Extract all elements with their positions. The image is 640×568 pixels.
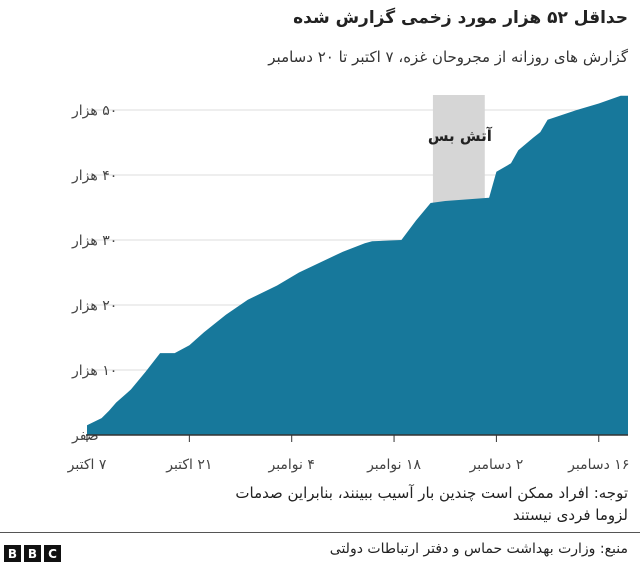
x-tick-label: ۲۱ اکتبر — [165, 457, 212, 473]
x-tick-label: ۱۶ دسامبر — [567, 457, 629, 473]
x-tick-label: ۱۸ نوامبر — [366, 457, 421, 473]
y-tick-label: صفر — [71, 428, 99, 444]
ceasefire-label: آتش بس — [428, 127, 493, 145]
note-line: لزوما فردی نیستند — [512, 506, 628, 524]
chart-subtitle: گزارش های روزانه از مجروحان غزه، ۷ اکتبر… — [268, 48, 628, 66]
injuries-area — [87, 95, 628, 435]
y-tick-label: ۵۰ هزار — [71, 103, 117, 119]
y-tick-label: ۳۰ هزار — [71, 233, 117, 249]
source-text: منبع: وزارت بهداشت حماس و دفتر ارتباطات … — [329, 541, 628, 557]
note-line: توجه: افراد ممکن است چندین بار آسیب ببین… — [235, 484, 628, 502]
chart-title: حداقل ۵۲ هزار مورد زخمی گزارش شده — [293, 8, 628, 28]
x-tick-label: ۲ دسامبر — [469, 457, 524, 473]
ceasefire-band — [432, 95, 485, 203]
y-tick-label: ۲۰ هزار — [71, 298, 117, 314]
y-tick-label: ۱۰ هزار — [71, 363, 117, 379]
x-tick-label: ۴ نوامبر — [267, 457, 314, 473]
y-tick-label: ۴۰ هزار — [71, 168, 117, 184]
chart-note: توجه: افراد ممکن است چندین بار آسیب ببین… — [235, 482, 628, 526]
x-tick-label: ۷ اکتبر — [67, 457, 107, 473]
area-chart: آتش بس صفر ۱۰ هزار ۲۰ هزار ۳۰ هزار ۴۰ هزار ۵۰… — [67, 95, 629, 473]
footer-divider — [0, 532, 640, 533]
